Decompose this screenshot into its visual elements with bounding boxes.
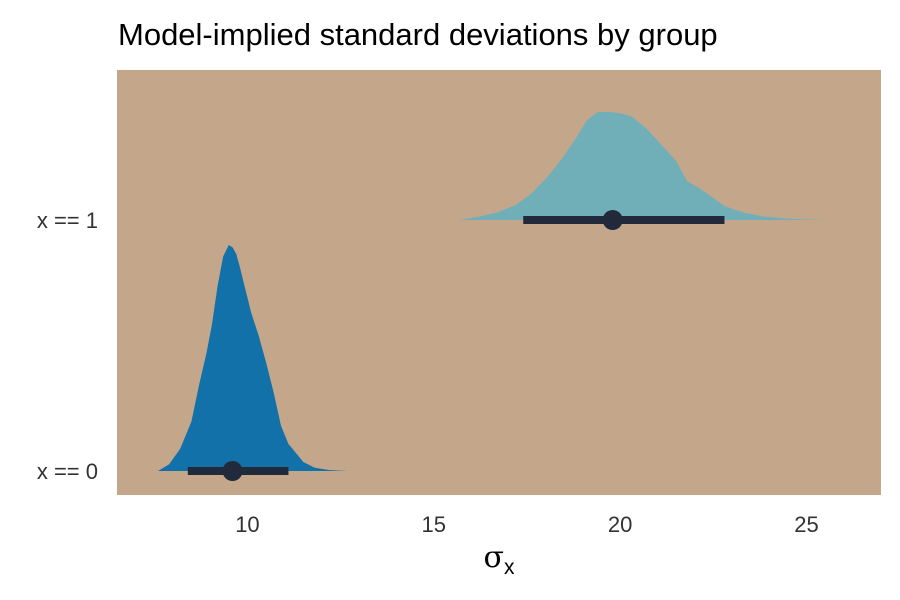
density-1 [459,112,833,220]
x-tick-label: 20 [608,512,632,537]
y-tick-label: x == 0 [37,459,98,484]
y-tick-label: x == 1 [37,208,98,233]
y-axis: x == 0 x == 1 [37,208,98,484]
point-estimate-0 [222,461,243,481]
data-marks [158,112,833,481]
point-estimate-1 [602,210,623,230]
chart-title: Model-implied standard deviations by gro… [118,17,718,52]
x-axis: 10 15 20 25 [235,512,819,537]
x-axis-label: σx [484,540,515,579]
x-tick-label: 10 [235,512,259,537]
density-0 [158,245,349,471]
x-tick-label: 25 [794,512,818,537]
x-tick-label: 15 [422,512,446,537]
